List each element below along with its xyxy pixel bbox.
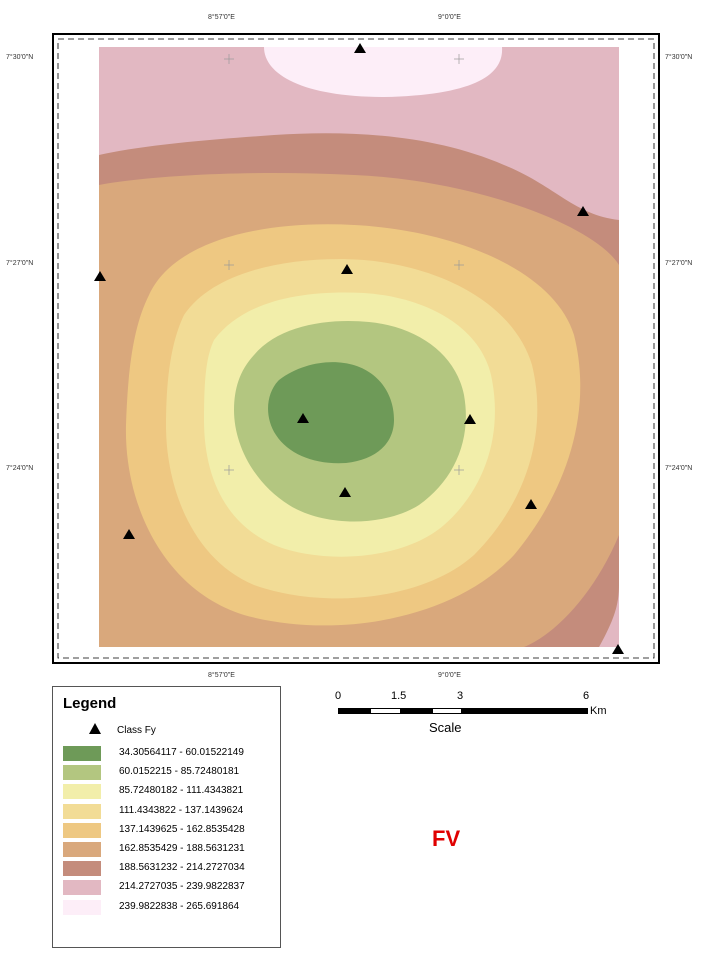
scale-tick-label: 1.5 <box>391 690 407 702</box>
legend-row: 188.5631232 - 214.2727034 <box>63 860 278 879</box>
class-8-corner <box>599 585 619 647</box>
sample-point-marker <box>354 43 366 53</box>
scale-bar: 0 1.5 3 6 Km Scale <box>335 690 607 740</box>
legend-title: Legend <box>63 695 117 712</box>
top-tick-label: 8°57'0"E <box>208 14 235 21</box>
legend-label: 111.4343822 - 137.1439624 <box>119 804 244 816</box>
legend-label: 214.2727035 - 239.9822837 <box>119 881 245 893</box>
right-tick-label: 7°27'0"N <box>665 260 693 267</box>
scale-tick-label: 6 <box>583 690 590 702</box>
frame-border <box>57 38 655 659</box>
legend-label: 60.0152215 - 85.72480181 <box>119 766 240 778</box>
class-9-area <box>264 47 503 97</box>
right-tick-label: 7°24'0"N <box>665 465 693 472</box>
sample-points <box>94 43 624 654</box>
sample-point-marker <box>525 499 537 509</box>
legend-row: 85.72480182 - 111.4343821 <box>63 783 278 802</box>
left-tick-label: 7°27'0"N <box>6 260 34 267</box>
graticule-crosses <box>224 54 464 475</box>
scale-segment <box>432 708 462 714</box>
scale-tick-label: 3 <box>457 690 464 702</box>
scale-tick-label: 0 <box>335 690 342 702</box>
legend-label: 162.8535429 - 188.5631231 <box>119 843 245 854</box>
legend-swatch <box>63 803 101 819</box>
legend-row: 34.30564117 - 60.01522149 <box>63 745 278 764</box>
scale-segment <box>462 708 588 714</box>
legend-row: 239.9822838 - 265.691864 <box>63 899 278 918</box>
legend-box: Legend Class Fy 34.30564117 - 60.0152214… <box>52 686 281 948</box>
legend-row: 137.1439625 - 162.8535428 <box>63 822 278 841</box>
legend-swatch <box>63 899 101 915</box>
legend-point-label: Class Fy <box>117 725 156 736</box>
legend-row: 162.8535429 - 188.5631231 <box>63 841 278 860</box>
legend-label: 188.5631232 - 214.2727034 <box>119 862 245 874</box>
legend-swatch <box>63 861 101 877</box>
right-tick-label: 7°30'0"N <box>665 54 693 61</box>
scale-unit: Km <box>590 705 607 717</box>
legend-row: 111.4343822 - 137.1439624 <box>63 803 278 822</box>
scale-segment <box>338 708 370 714</box>
sample-point-marker <box>94 271 106 281</box>
legend-swatch <box>63 842 101 857</box>
legend-label: 85.72480182 - 111.4343821 <box>119 785 244 797</box>
legend-swatch <box>63 822 101 838</box>
legend-label: 239.9822838 - 265.691864 <box>119 900 240 912</box>
legend-swatch <box>63 784 101 800</box>
contour-layers <box>99 47 619 647</box>
sample-point-marker <box>612 644 624 654</box>
scale-segment <box>401 708 432 714</box>
scale-segment <box>370 708 401 714</box>
sample-point-marker <box>297 413 309 423</box>
map-frame <box>52 33 660 664</box>
scale-title: Scale <box>429 720 462 735</box>
legend-label: 34.30564117 - 60.01522149 <box>119 747 244 758</box>
legend-row: 214.2727035 - 239.9822837 <box>63 879 278 898</box>
sample-point-marker <box>339 487 351 497</box>
bottom-tick-label: 9°0'0"E <box>438 672 461 679</box>
contour-map <box>57 38 655 659</box>
legend-label: 137.1439625 - 162.8535428 <box>119 823 245 835</box>
legend-swatch <box>63 880 101 896</box>
sample-point-marker <box>577 206 589 216</box>
legend-row: 60.0152215 - 85.72480181 <box>63 764 278 783</box>
left-tick-label: 7°30'0"N <box>6 54 34 61</box>
top-tick-label: 9°0'0"E <box>438 14 461 21</box>
sample-point-marker <box>464 414 476 424</box>
class-1-area <box>268 362 394 464</box>
legend-swatch <box>63 746 101 761</box>
bottom-tick-label: 8°57'0"E <box>208 672 235 679</box>
figure-label: FV <box>432 826 461 851</box>
legend-swatch <box>63 765 101 781</box>
sample-point-marker <box>123 529 135 539</box>
left-tick-label: 7°24'0"N <box>6 465 34 472</box>
class-8-area <box>99 47 619 220</box>
sample-point-marker <box>341 264 353 274</box>
triangle-icon <box>89 723 101 734</box>
